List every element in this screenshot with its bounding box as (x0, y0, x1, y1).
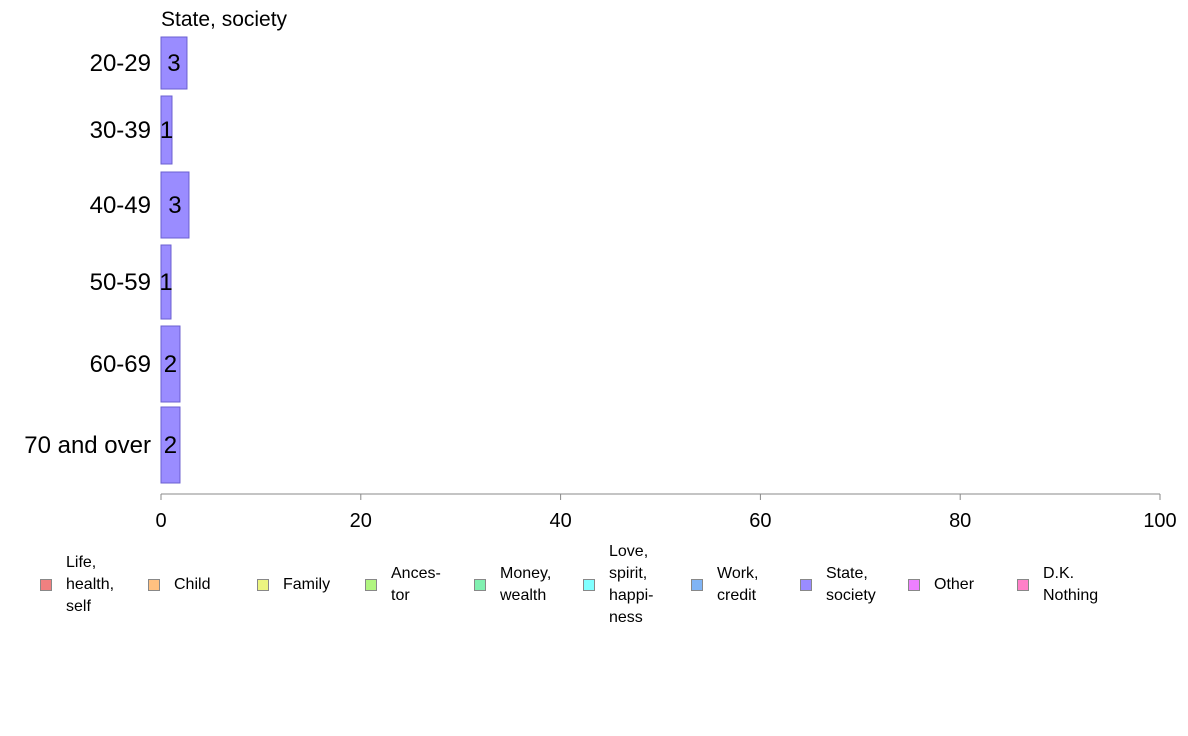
legend-item: State, society (800, 540, 876, 630)
data-label: 3 (168, 192, 181, 219)
legend-item: Money, wealth (474, 540, 551, 630)
category-label: 50-59 (90, 269, 151, 296)
legend-item: Ances- tor (365, 540, 441, 630)
category-label: 20-29 (90, 50, 151, 77)
x-tick-label: 60 (749, 510, 771, 532)
legend-label: Life, health, self (66, 554, 115, 615)
category-label: 40-49 (90, 192, 151, 219)
legend-swatch (474, 579, 486, 591)
chart-title: State, society (161, 8, 288, 31)
legend-swatch (257, 579, 269, 591)
bar (160, 244, 172, 320)
legend-swatch (1017, 579, 1029, 591)
legend-item: Work, credit (691, 540, 758, 630)
data-label: 1 (159, 269, 172, 296)
bar (160, 325, 181, 403)
legend-swatch (40, 579, 52, 591)
bar (160, 95, 173, 165)
legend-item: Child (148, 540, 210, 630)
legend-item: Family (257, 540, 330, 630)
legend-item: Love, spirit, happi- ness (583, 540, 653, 630)
legend-label: Money, wealth (500, 565, 552, 604)
legend-label: Child (174, 576, 211, 593)
category-label: 70 and over (24, 432, 151, 459)
legend-swatch (691, 579, 703, 591)
category-label: 60-69 (90, 351, 151, 378)
bar-chart: State, society 20-29 3 30-39 1 40-49 3 50-59 1 6… (24, 8, 1177, 532)
bar (160, 171, 190, 239)
legend-label: Work, credit (717, 565, 759, 604)
bars-group: 20-29 3 30-39 1 40-49 3 50-59 1 60-69 2 70 and ove… (24, 36, 190, 484)
x-axis: 0 20 40 60 80 100 (155, 493, 1177, 532)
legend-item: D.K. Nothing (1017, 540, 1098, 630)
legend-item: Life, health, self (40, 540, 114, 630)
legend-label: Ances- tor (391, 565, 441, 604)
legend: Life, health, self Child Family Ances- tor M… (0, 540, 1188, 640)
x-tick-label: 20 (350, 510, 372, 532)
data-label: 1 (160, 117, 173, 144)
data-label: 2 (164, 351, 177, 378)
bar (160, 406, 181, 484)
legend-label: Love, spirit, happi- ness (609, 543, 654, 626)
bar (160, 36, 188, 90)
x-tick-label: 0 (155, 510, 166, 532)
legend-label: State, society (826, 565, 876, 604)
legend-swatch (148, 579, 160, 591)
legend-item: Other (908, 540, 974, 630)
legend-swatch (583, 579, 595, 591)
legend-label: Other (934, 576, 975, 593)
legend-label: D.K. Nothing (1043, 565, 1099, 604)
x-tick-label: 80 (949, 510, 971, 532)
data-label: 3 (167, 50, 180, 77)
legend-label: Family (283, 576, 331, 593)
legend-swatch (908, 579, 920, 591)
legend-swatch (365, 579, 377, 591)
category-label: 30-39 (90, 117, 151, 144)
x-tick-label: 40 (549, 510, 571, 532)
data-label: 2 (164, 432, 177, 459)
x-tick-label: 100 (1143, 510, 1176, 532)
legend-swatch (800, 579, 812, 591)
